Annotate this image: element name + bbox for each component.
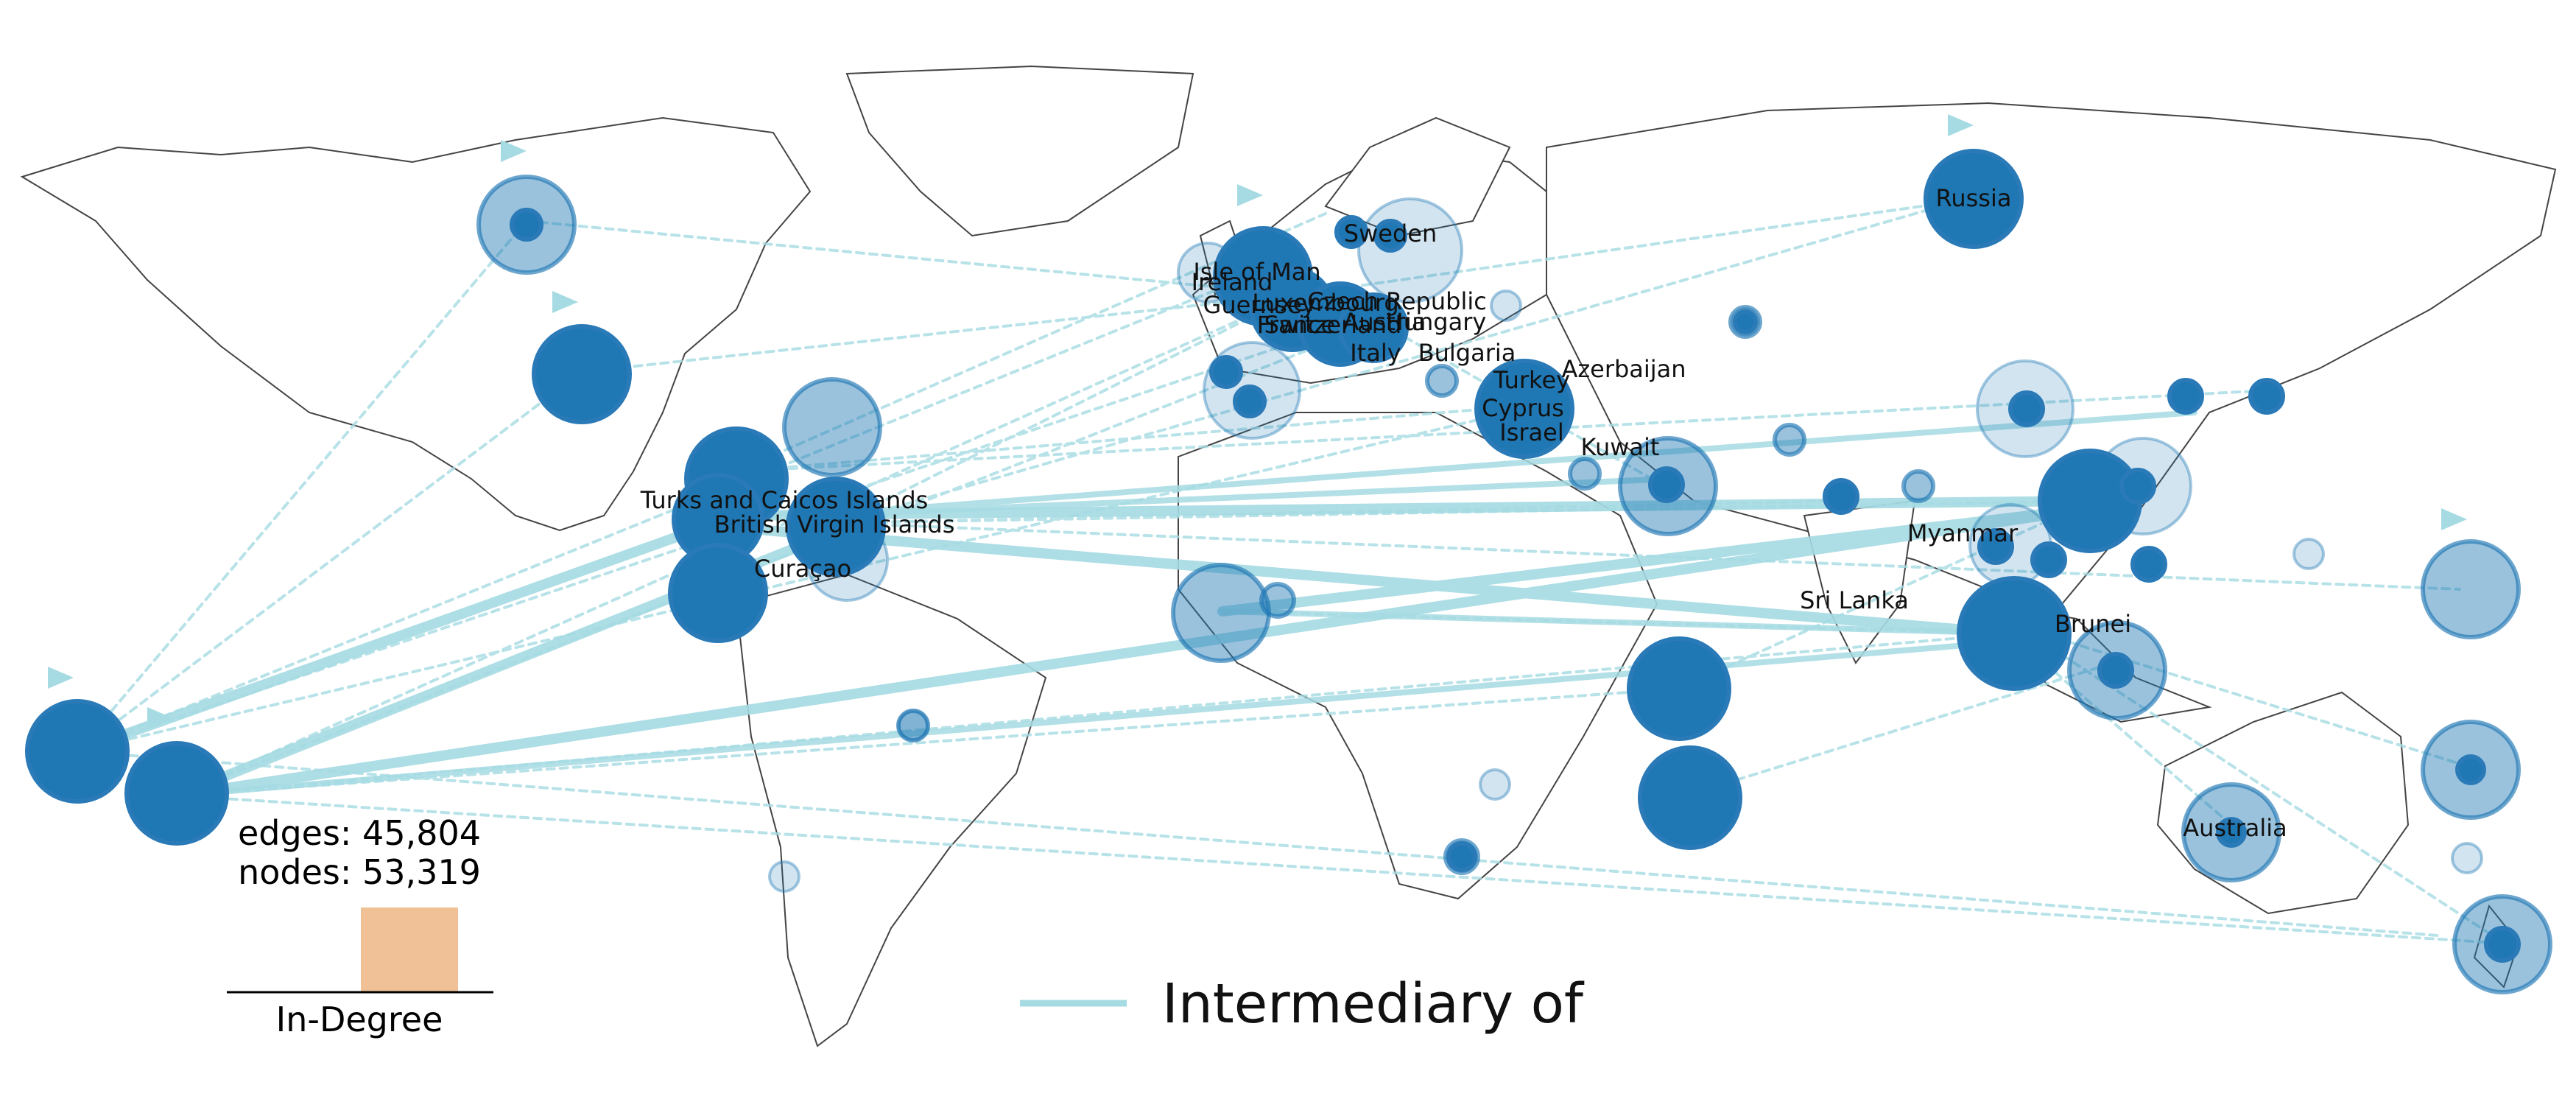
arrow-marker: [552, 291, 578, 313]
node: [1233, 385, 1267, 418]
node: [1338, 292, 1409, 363]
label-kuwait: Kuwait: [1581, 433, 1660, 461]
node: [2167, 378, 2204, 415]
edges-count: edges: 45,804: [238, 813, 481, 853]
node: [2248, 378, 2285, 415]
indegree-histogram: In-Degree: [227, 907, 493, 1039]
arrow-marker: [1237, 184, 1263, 206]
node: [1957, 576, 2072, 691]
node-ring: [1773, 423, 1806, 457]
north-america: [20, 116, 812, 532]
label-turkey: Turkey: [1493, 366, 1570, 394]
label-cyprus: Cyprus: [1482, 394, 1564, 422]
node: [1648, 466, 1685, 503]
node: [2097, 652, 2134, 689]
node-halo: [1490, 289, 1522, 322]
node: [1446, 841, 1477, 872]
south-america: [735, 573, 1047, 1047]
node-ring: [2421, 539, 2521, 639]
nodes-count: nodes: 53,319: [238, 852, 481, 892]
node-ring: [782, 377, 882, 477]
label-azerbaijan: Azerbaijan: [1561, 355, 1686, 383]
node: [510, 208, 543, 242]
label-isle-of-man: Isle of Man: [1193, 258, 1320, 286]
label-turks-caicos: Turks and Caicos Islands: [640, 486, 929, 514]
node-ring: [1425, 364, 1459, 398]
node-halo: [2292, 538, 2325, 570]
label-ireland: Ireland: [1192, 268, 1273, 296]
node: [25, 699, 130, 804]
node: [2216, 817, 2247, 848]
node: [1209, 355, 1243, 389]
node: [2008, 390, 2045, 427]
node: [1373, 219, 1407, 253]
node-ring: [896, 709, 930, 742]
label-france: France: [1257, 311, 1335, 339]
label-sri-lanka: Sri Lanka: [1800, 586, 1909, 614]
greenland: [845, 65, 1194, 237]
arrow-marker: [501, 140, 527, 162]
label-curacao: Curaçao: [754, 555, 851, 583]
label-australia: Australia: [2183, 814, 2287, 842]
node: [2038, 449, 2142, 553]
node: [1334, 215, 1368, 249]
node-halo: [1357, 197, 1463, 303]
arrow-marker: [147, 707, 173, 729]
node-halo: [768, 860, 800, 893]
node: [1638, 745, 1742, 850]
label-italy: Italy: [1350, 339, 1401, 367]
label-brunei: Brunei: [2055, 610, 2131, 638]
node: [124, 741, 229, 846]
node: [2455, 754, 2486, 785]
india: [1803, 499, 1916, 664]
label-layer: Russia Sweden Isle of Man Ireland Guerns…: [640, 184, 2287, 842]
arrow-marker: [2441, 508, 2467, 530]
node-ring: [1568, 457, 1602, 491]
arrow-marker: [48, 667, 74, 689]
node-halo: [2451, 842, 2483, 874]
australia-land: [2156, 691, 2410, 915]
node: [2130, 546, 2167, 583]
edge-legend: Intermediary of: [1020, 972, 1585, 1036]
node: [1733, 309, 1758, 334]
node: [1627, 636, 1731, 741]
node-halo: [1479, 768, 1511, 801]
label-myanmar: Myanmar: [1907, 519, 2019, 547]
node: [2484, 926, 2521, 963]
label-luxembourg: Luxembourg: [1252, 289, 1398, 317]
legend-edge-label: Intermediary of: [1162, 972, 1585, 1036]
node: [1977, 528, 2014, 565]
node: [668, 543, 768, 643]
node-ring: [1171, 563, 1271, 663]
indegree-label: In-Degree: [276, 1000, 443, 1039]
node-layer: [25, 114, 2552, 994]
label-israel: Israel: [1499, 418, 1563, 446]
label-czech-republic: Czech Republic: [1307, 287, 1487, 315]
label-austria: Austria: [1342, 308, 1426, 336]
label-sweden: Sweden: [1344, 220, 1437, 247]
node: [786, 477, 886, 577]
indegree-bar: [361, 907, 458, 991]
node-ring: [1259, 582, 1296, 619]
node: [2119, 468, 2156, 505]
land-layer: [20, 65, 2557, 1047]
label-switzerland: Switzerland: [1264, 311, 1402, 339]
node: [1823, 478, 1859, 515]
node: [1924, 149, 2024, 249]
node: [1474, 359, 1574, 459]
node: [2030, 541, 2067, 578]
node: [532, 324, 632, 424]
arrow-marker: [1948, 114, 1974, 136]
label-guernsey: Guernsey: [1203, 291, 1316, 319]
label-hungary: Hungary: [1386, 308, 1487, 336]
label-bvi: British Virgin Islands: [714, 510, 955, 538]
label-bulgaria: Bulgaria: [1418, 339, 1516, 367]
label-russia: Russia: [1936, 184, 2012, 212]
node-ring: [1901, 469, 1935, 503]
